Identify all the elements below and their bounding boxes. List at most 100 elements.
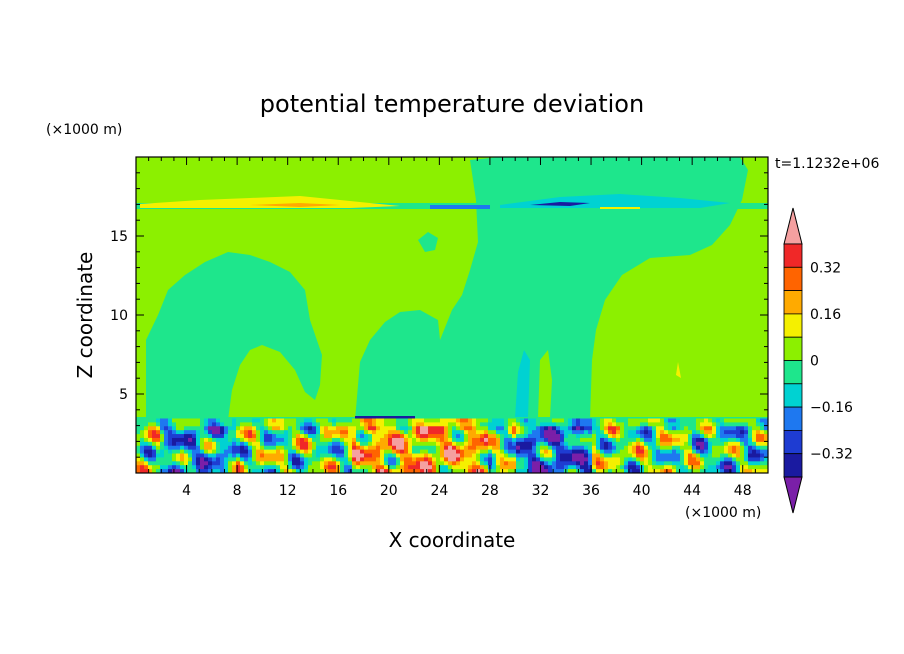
turbulence-cell <box>400 449 405 455</box>
turbulence-cell <box>588 453 593 458</box>
turbulence-cell <box>532 441 537 447</box>
turbulence-cell <box>508 445 513 451</box>
turbulence-cell <box>480 457 485 462</box>
turbulence-cell <box>484 441 489 447</box>
turbulence-cell <box>420 461 425 466</box>
turbulence-cell <box>572 445 577 451</box>
turbulence-cell <box>152 457 157 462</box>
turbulence-cell <box>740 457 745 462</box>
turbulence-cell <box>296 457 301 462</box>
turbulence-cell <box>136 434 141 439</box>
turbulence-cell <box>664 453 669 458</box>
turbulence-cell <box>556 453 561 458</box>
turbulence-cell <box>380 426 385 431</box>
turbulence-cell <box>144 434 149 439</box>
turbulence-cell <box>764 418 768 423</box>
turbulence-cell <box>696 430 701 435</box>
turbulence-cell <box>460 441 465 447</box>
turbulence-cell <box>660 445 665 451</box>
colorbar-box <box>783 313 803 338</box>
turbulence-cell <box>204 430 209 435</box>
turbulence-cell <box>608 445 613 451</box>
turbulence-cell <box>212 465 217 470</box>
turbulence-cell <box>156 453 161 458</box>
turbulence-cell <box>700 461 705 466</box>
turbulence-cell <box>324 449 329 455</box>
turbulence-cell <box>308 445 313 451</box>
turbulence-cell <box>404 437 409 443</box>
turbulence-cell <box>664 465 669 470</box>
turbulence-cell <box>556 434 561 439</box>
turbulence-cell <box>388 453 393 458</box>
turbulence-cell <box>152 465 157 470</box>
turbulence-cell <box>392 441 397 447</box>
turbulence-cell <box>180 418 185 423</box>
turbulence-cell <box>512 445 517 451</box>
turbulence-cell <box>572 422 577 427</box>
turbulence-cell <box>252 422 257 427</box>
turbulence-cell <box>312 461 317 466</box>
turbulence-cell <box>740 434 745 439</box>
turbulence-cell <box>672 449 677 455</box>
turbulence-cell <box>176 449 181 455</box>
turbulence-cell <box>636 441 641 447</box>
turbulence-cell <box>456 430 461 435</box>
turbulence-cell <box>344 453 349 458</box>
turbulence-cell <box>680 449 685 455</box>
turbulence-cell <box>332 445 337 451</box>
turbulence-cell <box>292 437 297 443</box>
turbulence-cell <box>432 426 437 431</box>
turbulence-cell <box>148 437 153 443</box>
turbulence-cell <box>744 445 749 451</box>
turbulence-cell <box>512 461 517 466</box>
turbulence-cell <box>572 469 577 473</box>
turbulence-cell <box>368 461 373 466</box>
turbulence-cell <box>136 457 141 462</box>
turbulence-cell <box>144 437 149 443</box>
turbulence-cell <box>440 441 445 447</box>
turbulence-cell <box>200 453 205 458</box>
turbulence-cell <box>480 418 485 423</box>
colorbar-box <box>783 383 803 408</box>
turbulence-cell <box>296 449 301 455</box>
turbulence-cell <box>668 437 673 443</box>
turbulence-cell <box>612 465 617 470</box>
turbulence-cell <box>204 418 209 423</box>
turbulence-cell <box>604 449 609 455</box>
turbulence-cell <box>520 461 525 466</box>
turbulence-cell <box>160 434 165 439</box>
colorbar-label: 0.32 <box>810 260 841 276</box>
turbulence-cell <box>312 449 317 455</box>
turbulence-cell <box>236 437 241 443</box>
turbulence-cell <box>744 461 749 466</box>
turbulence-cell <box>400 418 405 423</box>
turbulence-cell <box>376 453 381 458</box>
turbulence-cell <box>152 453 157 458</box>
turbulence-cell <box>556 457 561 462</box>
turbulence-cell <box>192 426 197 431</box>
turbulence-cell <box>436 457 441 462</box>
turbulence-cell <box>716 469 721 473</box>
turbulence-cell <box>212 434 217 439</box>
turbulence-cell <box>604 441 609 447</box>
turbulence-cell <box>276 418 281 423</box>
turbulence-cell <box>384 445 389 451</box>
turbulence-cell <box>524 426 529 431</box>
turbulence-cell <box>548 430 553 435</box>
y-axis-label: Z coordinate <box>73 252 97 379</box>
turbulence-cell <box>228 434 233 439</box>
turbulence-cell <box>464 457 469 462</box>
turbulence-cell <box>168 430 173 435</box>
turbulence-cell <box>232 449 237 455</box>
turbulence-cell <box>296 469 301 473</box>
turbulence-cell <box>756 465 761 470</box>
turbulence-cell <box>756 469 761 473</box>
turbulence-cell <box>200 461 205 466</box>
turbulence-cell <box>312 445 317 451</box>
turbulence-cell <box>148 418 153 423</box>
turbulence-cell <box>304 465 309 470</box>
turbulence-cell <box>472 445 477 451</box>
turbulence-cell <box>272 453 277 458</box>
turbulence-cell <box>172 422 177 427</box>
turbulence-cell <box>488 437 493 443</box>
